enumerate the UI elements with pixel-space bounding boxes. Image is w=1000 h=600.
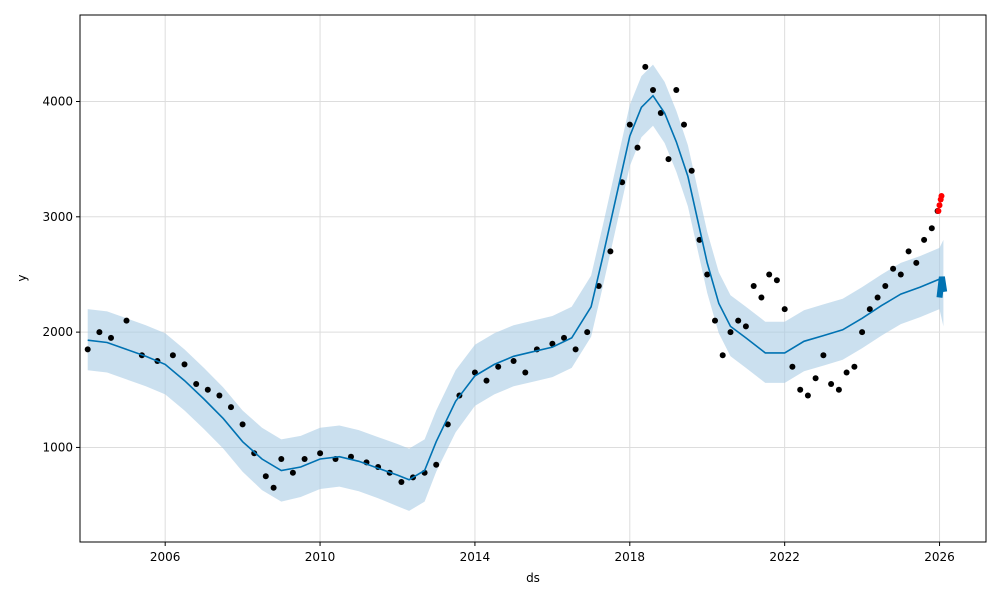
observed-point bbox=[851, 363, 858, 370]
observed-point bbox=[742, 323, 749, 330]
observed-point bbox=[882, 283, 889, 289]
forecast-tail-path bbox=[936, 276, 948, 298]
observed-point bbox=[797, 386, 804, 393]
observed-point bbox=[595, 283, 602, 289]
x-tick-label: 2006 bbox=[150, 550, 181, 564]
observed-point bbox=[561, 334, 567, 341]
observed-point bbox=[874, 294, 881, 301]
y-tick-label: 2000 bbox=[42, 325, 73, 339]
observed-point bbox=[905, 248, 912, 255]
observed-point bbox=[835, 386, 842, 393]
y-axis-label: y bbox=[15, 274, 29, 281]
recent-point bbox=[936, 202, 943, 209]
observed-point bbox=[433, 461, 440, 468]
y-tick-label: 4000 bbox=[42, 94, 73, 108]
observed-point bbox=[928, 225, 935, 232]
observed-point bbox=[665, 156, 672, 163]
observed-point bbox=[735, 317, 742, 324]
observed-point bbox=[510, 358, 517, 364]
observed-point bbox=[123, 317, 130, 324]
observed-point bbox=[471, 369, 478, 376]
observed-point bbox=[812, 375, 819, 382]
observed-point bbox=[828, 381, 835, 387]
observed-point bbox=[789, 363, 796, 370]
x-tick-label: 2022 bbox=[769, 550, 800, 564]
observed-point bbox=[866, 306, 873, 313]
observed-point bbox=[642, 63, 649, 70]
observed-point bbox=[758, 294, 765, 301]
observed-point bbox=[804, 392, 811, 399]
x-axis-label: ds bbox=[526, 571, 540, 585]
forecast-line-path bbox=[87, 94, 945, 481]
recent-point bbox=[938, 193, 945, 199]
observed-point bbox=[897, 271, 904, 278]
observed-point bbox=[270, 484, 277, 491]
observed-point bbox=[843, 369, 850, 376]
observed-point bbox=[84, 346, 91, 353]
observed-point bbox=[607, 248, 614, 255]
observed-point bbox=[913, 259, 920, 266]
observed-point bbox=[289, 469, 296, 476]
observed-point bbox=[216, 392, 223, 399]
observed-point bbox=[657, 110, 664, 116]
observed-point bbox=[572, 346, 579, 353]
y-tick-label: 1000 bbox=[42, 440, 73, 454]
observed-point bbox=[108, 334, 114, 341]
observed-point bbox=[890, 265, 897, 272]
observed-point bbox=[773, 277, 780, 284]
observed-point bbox=[766, 271, 773, 278]
observed-point bbox=[348, 453, 354, 460]
recent-points bbox=[935, 193, 945, 214]
forecast-line bbox=[87, 94, 948, 481]
observed-point bbox=[301, 456, 308, 462]
observed-point bbox=[398, 479, 405, 485]
x-axis-ticks: 2006 2010 2014 2018 2022 2026 bbox=[150, 542, 955, 564]
observed-point bbox=[626, 121, 633, 128]
observed-point bbox=[495, 363, 502, 370]
observed-point bbox=[262, 473, 269, 480]
x-tick-label: 2014 bbox=[460, 550, 491, 564]
y-axis-ticks: 1000 2000 3000 4000 bbox=[42, 94, 80, 454]
x-tick-label: 2010 bbox=[305, 550, 336, 564]
observed-point bbox=[239, 421, 246, 428]
observed-point bbox=[921, 236, 928, 243]
observed-point bbox=[681, 121, 687, 128]
observed-point bbox=[750, 283, 757, 289]
observed-point bbox=[634, 144, 641, 151]
observed-point bbox=[719, 352, 726, 359]
recent-point bbox=[935, 208, 942, 214]
observed-point bbox=[712, 317, 718, 324]
plot-frame bbox=[79, 14, 987, 543]
observed-point bbox=[727, 329, 734, 336]
y-tick-label: 3000 bbox=[42, 210, 73, 224]
observed-point bbox=[193, 381, 200, 387]
observed-point bbox=[650, 87, 656, 93]
observed-point bbox=[444, 421, 451, 428]
x-tick-label: 2026 bbox=[924, 550, 955, 564]
observed-point bbox=[584, 329, 591, 336]
observed-point bbox=[704, 271, 711, 278]
observed-point bbox=[820, 352, 827, 359]
observed-point bbox=[688, 167, 695, 174]
observed-point bbox=[96, 329, 103, 336]
observed-point bbox=[169, 352, 176, 359]
observed-point bbox=[549, 340, 556, 347]
observed-point bbox=[228, 404, 234, 411]
observed-point bbox=[317, 450, 324, 457]
observed-point bbox=[859, 329, 866, 336]
x-tick-label: 2018 bbox=[615, 550, 646, 564]
observed-point bbox=[181, 361, 188, 368]
observed-point bbox=[673, 87, 680, 93]
observed-point bbox=[278, 456, 285, 462]
observed-point bbox=[483, 377, 490, 384]
observed-point bbox=[204, 386, 211, 393]
observed-point bbox=[522, 369, 529, 376]
observed-point bbox=[781, 306, 788, 313]
